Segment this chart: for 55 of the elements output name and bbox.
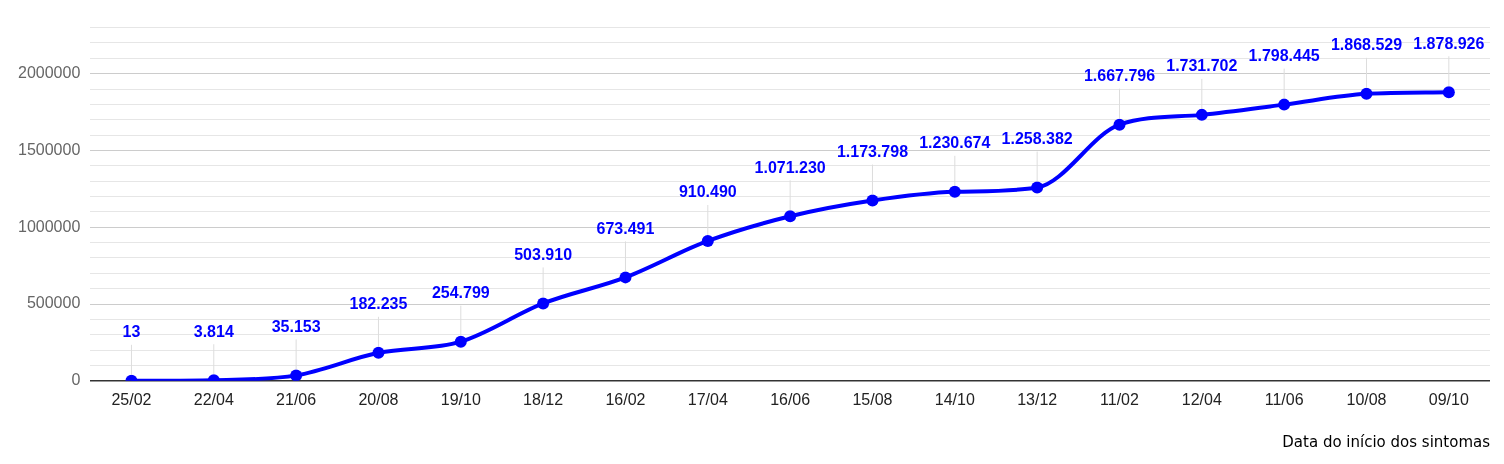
point [1278, 98, 1291, 111]
x-tick-label: 21/06 [276, 390, 317, 408]
x-tick-label: 25/02 [111, 390, 152, 408]
x-tick-label: 18/12 [523, 390, 564, 408]
data-label: 673.491 [596, 219, 655, 237]
x-tick-label: 09/10 [1428, 390, 1469, 408]
point [1195, 108, 1208, 121]
point [454, 335, 467, 348]
point [866, 194, 879, 207]
x-tick-label: 16/06 [770, 390, 811, 408]
x-tick-label: 11/06 [1264, 390, 1304, 408]
y-tick-label: 1500000 [17, 140, 81, 158]
x-tick-label: 10/08 [1346, 390, 1387, 408]
x-tick-label: 15/08 [852, 390, 893, 408]
x-tick-label: 17/04 [687, 390, 728, 408]
data-label: 1.230.674 [919, 134, 991, 152]
point [537, 297, 550, 310]
data-label: 182.235 [349, 295, 408, 313]
y-tick-label: 1000000 [17, 217, 81, 235]
data-label: 503.910 [514, 245, 573, 263]
data-label: 1.868.529 [1330, 36, 1403, 54]
y-tick-label: 0 [71, 371, 81, 389]
x-tick-label: 14/10 [934, 390, 975, 408]
data-label: 1.731.702 [1166, 57, 1238, 75]
point [1031, 181, 1044, 194]
y-tick-label: 500000 [26, 294, 81, 312]
data-label: 35.153 [271, 317, 321, 335]
point [701, 234, 714, 247]
data-label: 1.878.926 [1413, 34, 1485, 52]
x-tick-label: 20/08 [358, 390, 399, 408]
x-tick-label: 22/04 [193, 390, 234, 408]
point [619, 271, 632, 284]
data-label: 910.490 [678, 183, 737, 201]
point [1360, 87, 1373, 100]
y-tick-label: 2000000 [17, 64, 81, 82]
point [1442, 86, 1455, 99]
point [372, 346, 385, 359]
data-label: 1.071.230 [754, 158, 826, 176]
data-label: 1.798.445 [1248, 47, 1320, 65]
point [784, 210, 797, 223]
data-label: 3.814 [193, 322, 234, 340]
x-tick-label: 11/02 [1100, 390, 1140, 408]
x-tick-label: 19/10 [440, 390, 481, 408]
data-label: 254.799 [431, 284, 490, 302]
point [1113, 118, 1126, 131]
data-label: 1.667.796 [1083, 67, 1156, 85]
x-tick-label: 13/12 [1017, 390, 1058, 408]
data-label: 13 [122, 323, 141, 341]
x-tick-label: 16/02 [605, 390, 646, 408]
point [948, 185, 961, 198]
x-axis-title: Data do início dos sintomas [1282, 432, 1491, 451]
data-label: 1.258.382 [1001, 129, 1073, 147]
point [290, 369, 303, 381]
data-label: 1.173.798 [836, 142, 909, 160]
x-tick-label: 12/04 [1181, 390, 1222, 408]
